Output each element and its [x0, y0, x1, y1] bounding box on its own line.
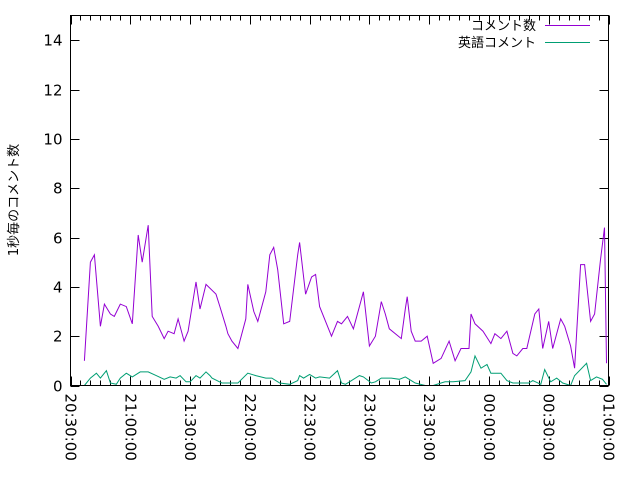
legend-label-0: コメント数: [471, 19, 536, 34]
x-tick-label: 01:00:00: [600, 394, 618, 461]
y-tick-label: 2: [53, 328, 63, 346]
y-tick-label: 10: [43, 131, 62, 149]
y-tick-label: 8: [53, 180, 63, 198]
y-axis-label: 1秒毎のコメント数: [6, 144, 22, 256]
x-tick-label: 21:30:00: [181, 394, 199, 461]
y-tick-label: 12: [43, 82, 62, 100]
legend-label-1: 英語コメント: [458, 35, 536, 51]
x-tick-label: 21:00:00: [121, 394, 139, 461]
plot-border: [70, 15, 609, 386]
x-tick-label: 00:00:00: [480, 394, 498, 461]
x-tick-label: 22:00:00: [241, 394, 259, 461]
x-tick-label: 20:30:00: [62, 394, 80, 461]
x-tick-label: 00:30:00: [540, 394, 558, 461]
y-tick-label: 4: [53, 279, 63, 297]
legend: コメント数 英語コメント: [458, 19, 590, 51]
y-tick-label: 6: [53, 230, 63, 248]
x-tick-label: 22:30:00: [301, 394, 319, 461]
series-line-1: [84, 354, 607, 387]
axis-ticks: 0 2 4 6 8 10 12 14 20:30:00 21:00:00 21:30:00 22:00…: [43, 15, 618, 461]
y-tick-label: 14: [43, 32, 62, 50]
x-tick-label: 23:30:00: [420, 394, 438, 461]
x-tick-label: 23:00:00: [360, 394, 378, 461]
series-line-0: [83, 225, 607, 369]
series-lines: [83, 225, 607, 387]
y-tick-label: 0: [53, 378, 63, 396]
